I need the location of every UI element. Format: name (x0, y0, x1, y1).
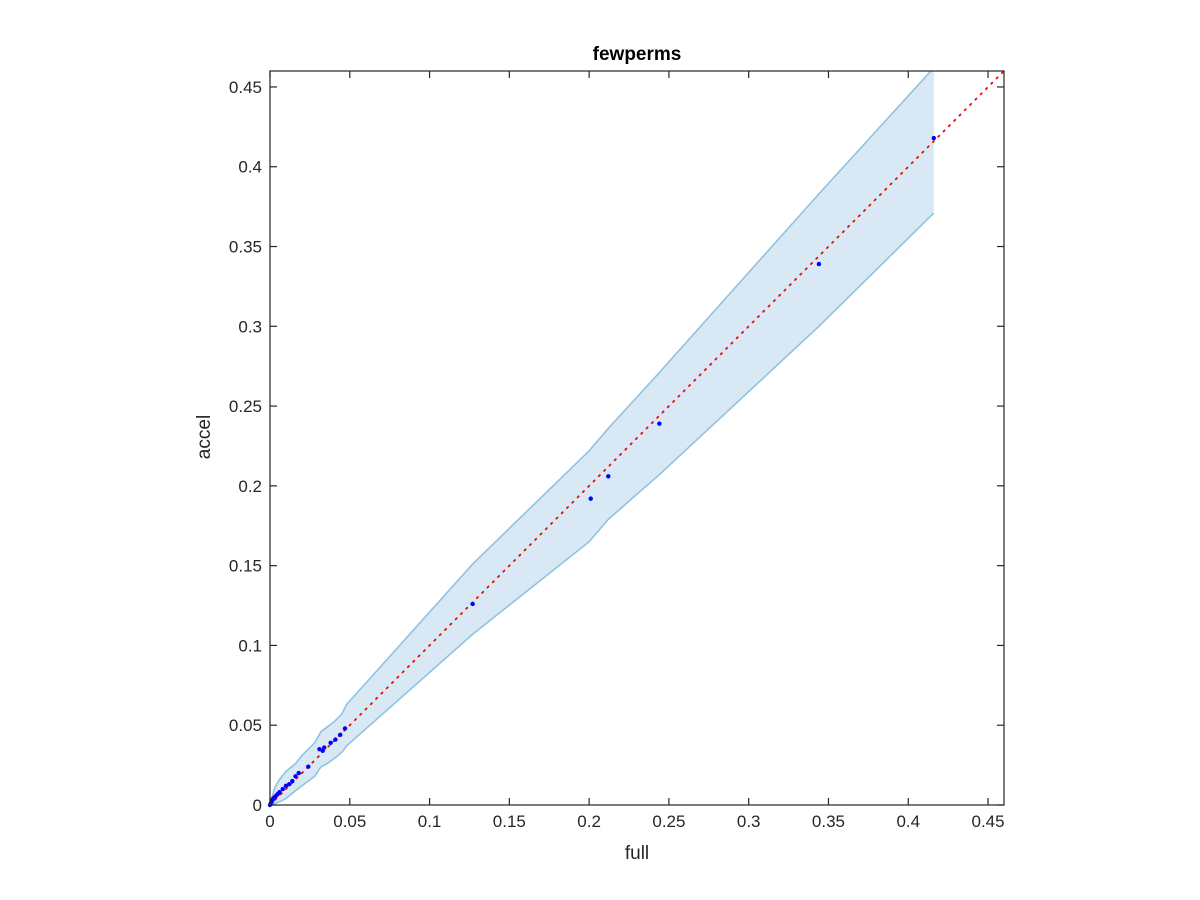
confidence-band-upper-edge (270, 71, 932, 805)
data-point (322, 745, 327, 750)
axes-box (269, 70, 1005, 806)
data-point (293, 774, 298, 779)
y-tick-label: 0.25 (229, 397, 262, 416)
chart-title: fewperms (593, 44, 682, 65)
data-point (333, 737, 338, 742)
x-tick-label: 0.15 (493, 812, 526, 831)
data-point (277, 790, 282, 795)
x-tick-label: 0.1 (418, 812, 442, 831)
data-point (286, 782, 292, 787)
confidence-band-layer (270, 71, 935, 805)
x-tick-label: 0.2 (577, 812, 601, 831)
reference-line (270, 71, 1004, 805)
data-point (657, 421, 662, 426)
y-axis-ticks: 0 0.05 0.1 0.15 0.2 0.25 0.3 0.35 0.4 0.45 (229, 78, 1004, 815)
data-point (338, 732, 343, 737)
y-tick-label: 0.05 (229, 716, 262, 735)
x-tick-label: 0.05 (333, 812, 366, 831)
x-axis-label: full (625, 843, 649, 864)
x-tick-label: 0.35 (812, 812, 845, 831)
data-point (342, 726, 348, 731)
plot-area-border (269, 70, 1005, 806)
data-point (290, 778, 295, 784)
y-tick-label: 0.3 (238, 317, 262, 336)
reference-line-layer (270, 71, 1004, 805)
y-tick-label: 0.4 (238, 158, 262, 177)
data-point (328, 740, 333, 745)
data-point (470, 601, 475, 607)
y-tick-label: 0 (253, 796, 262, 815)
y-axis-label: accel (194, 415, 215, 459)
data-point (588, 496, 593, 501)
x-tick-label: 0.3 (737, 812, 761, 831)
data-point (816, 261, 822, 267)
y-tick-label: 0.45 (229, 78, 262, 97)
x-tick-label: 0 (265, 812, 274, 831)
x-axis-ticks: 0 0.05 0.1 0.15 0.2 0.25 0.3 0.35 0.4 0.45 (265, 71, 1005, 831)
y-tick-label: 0.1 (238, 636, 262, 655)
y-tick-label: 0.2 (238, 477, 262, 496)
data-point (280, 786, 285, 792)
data-point (931, 135, 936, 141)
x-tick-label: 0.4 (896, 812, 920, 831)
data-point (606, 474, 611, 479)
data-point (296, 770, 301, 776)
confidence-band-lower-edge (270, 212, 935, 805)
confidence-band (270, 71, 934, 805)
y-tick-label: 0.15 (229, 557, 262, 576)
x-tick-label: 0.25 (652, 812, 685, 831)
x-tick-label: 0.45 (971, 812, 1004, 831)
data-point (306, 764, 311, 769)
y-tick-label: 0.35 (229, 238, 262, 257)
